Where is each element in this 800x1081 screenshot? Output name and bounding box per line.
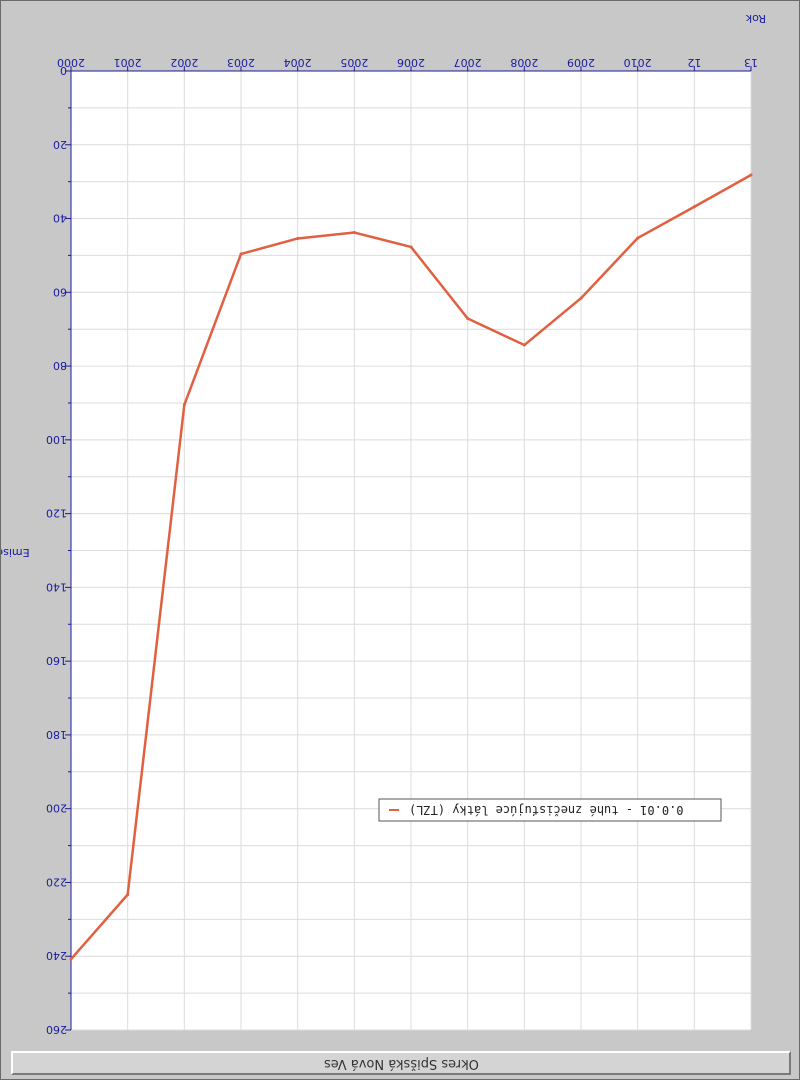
legend-box [378, 798, 722, 822]
data-point [522, 343, 526, 347]
x-tick-label: 2003 [227, 56, 255, 69]
x-tick-label: 2008 [510, 56, 538, 69]
legend: 0.0.01 - tuhé znečisťujúce látky (TZL) [378, 798, 722, 822]
y-tick-label: 100 [46, 433, 67, 446]
legend-label: 0.0.01 - tuhé znečisťujúce látky (TZL) [409, 803, 684, 817]
y-tick-label: 0 [60, 64, 67, 77]
y-tick-label: 160 [46, 654, 67, 667]
data-point [239, 252, 243, 256]
y-tick-label: 40 [53, 212, 67, 225]
x-axis-title: Rok [745, 12, 766, 25]
data-point [126, 893, 130, 897]
data-point [466, 316, 470, 320]
x-tick-label: 12 [687, 56, 701, 69]
y-tick-label: 80 [53, 359, 67, 372]
x-tick-label: 13 [744, 56, 758, 69]
y-axis-title: Emise [1, 546, 30, 559]
data-point [692, 205, 696, 209]
data-point [69, 957, 73, 961]
x-tick-label: 2007 [454, 56, 482, 69]
series-layer [69, 173, 753, 961]
y-tick-label: 140 [46, 580, 67, 593]
x-tick-label: 2010 [624, 56, 652, 69]
x-tick-label: 2005 [340, 56, 368, 69]
caption-text: Okres Spišská Nová Ves [323, 1055, 479, 1071]
y-tick-label: 260 [46, 1023, 67, 1036]
x-tick-label: 2009 [567, 56, 595, 69]
data-point [749, 173, 753, 177]
data-point [352, 231, 356, 235]
x-tick-label: 2002 [170, 56, 198, 69]
data-point [182, 403, 186, 407]
y-tick-label: 60 [53, 285, 67, 298]
data-point [636, 236, 640, 240]
x-tick-label: 2000 [57, 56, 85, 69]
y-tick-label: 120 [46, 507, 67, 520]
y-tick-label: 200 [46, 802, 67, 815]
x-tick-label: 2006 [397, 56, 425, 69]
y-tick-label: 240 [46, 949, 67, 962]
data-point [579, 296, 583, 300]
x-tick-label: 2001 [114, 56, 142, 69]
x-tick-label: 2004 [284, 56, 312, 69]
y-tick-label: 20 [53, 138, 67, 151]
caption-bar: Okres Spišská Nová Ves [11, 1051, 791, 1075]
axes [65, 66, 752, 1031]
y-tick-label: 220 [46, 875, 67, 888]
data-point [296, 236, 300, 240]
y-tick-label: 180 [46, 728, 67, 741]
data-point [409, 245, 413, 249]
tick-labels: 0 20 40 60 80 100 120 140 160 180 200 220 240 260 2000… [1, 12, 766, 1036]
